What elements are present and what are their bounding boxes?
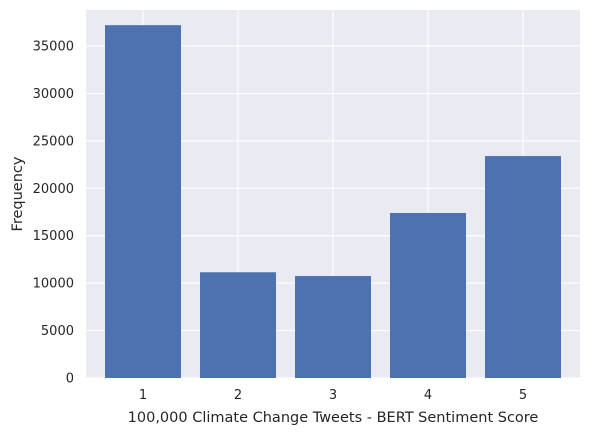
bars bbox=[105, 25, 561, 378]
x-tick-label: 4 bbox=[424, 388, 432, 403]
x-tick-label: 5 bbox=[519, 388, 527, 403]
x-tick-labels: 1 2 3 4 5 bbox=[139, 388, 527, 403]
y-tick-label: 5000 bbox=[41, 324, 74, 339]
y-tick-label: 25000 bbox=[33, 134, 74, 149]
x-tick-label: 3 bbox=[329, 388, 337, 403]
y-tick-label: 30000 bbox=[33, 87, 74, 102]
y-tick-label: 20000 bbox=[33, 182, 74, 197]
x-tick-label: 1 bbox=[139, 388, 147, 403]
bar-2 bbox=[200, 272, 276, 378]
y-tick-label: 15000 bbox=[33, 229, 74, 244]
y-tick-label: 10000 bbox=[33, 277, 74, 292]
y-tick-label: 0 bbox=[66, 372, 74, 387]
x-tick-label: 2 bbox=[234, 388, 242, 403]
y-axis-label: Frequency bbox=[10, 156, 26, 231]
bar-5 bbox=[485, 156, 561, 378]
bar-3 bbox=[295, 276, 371, 378]
y-tick-labels: 0 5000 10000 15000 20000 25000 30000 35000 bbox=[33, 40, 74, 387]
bar-1 bbox=[105, 25, 181, 378]
bar-4 bbox=[390, 212, 466, 378]
x-axis-label: 100,000 Climate Change Tweets - BERT Sen… bbox=[128, 410, 539, 426]
y-tick-label: 35000 bbox=[33, 40, 74, 55]
